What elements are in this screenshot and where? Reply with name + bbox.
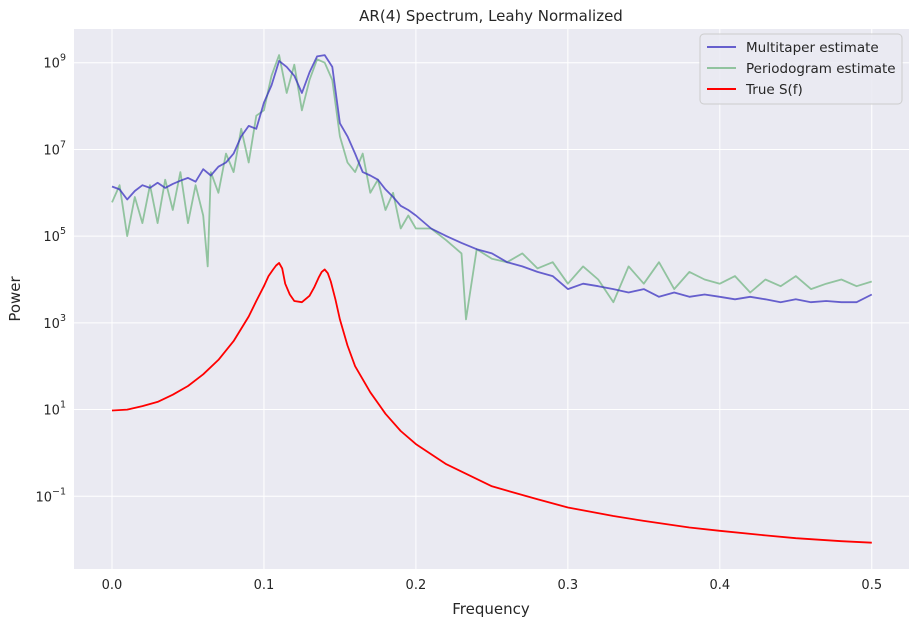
x-tick-label: 0.5 — [861, 578, 882, 593]
x-tick-label: 0.3 — [558, 578, 579, 593]
legend-label-multitaper: Multitaper estimate — [746, 40, 879, 56]
series-layer — [111, 54, 873, 544]
x-axis-title: Frequency — [452, 600, 530, 618]
y-tick-label: 10−1 — [35, 486, 66, 505]
y-tick-label: 105 — [43, 226, 66, 245]
legend-label-true-sf: True S(f) — [745, 82, 803, 98]
y-tick-label: 109 — [43, 53, 66, 72]
y-tick-label: 103 — [43, 313, 66, 332]
y-tick-label: 107 — [43, 139, 66, 158]
x-tick-label: 0.2 — [406, 578, 427, 593]
plot-background — [74, 29, 909, 569]
legend-box — [699, 33, 903, 105]
chart-title: AR(4) Spectrum, Leahy Normalized — [359, 7, 623, 25]
series-line-multitaper-estimate — [111, 54, 873, 304]
legend-label-periodogram: Periodogram estimate — [746, 61, 896, 77]
y-axis: 10−1 101 103 105 107 109 — [35, 53, 66, 506]
series-line-true-s-f — [111, 262, 872, 544]
x-tick-label: 0.1 — [254, 578, 275, 593]
grid — [74, 29, 909, 569]
y-tick-label: 101 — [43, 400, 66, 419]
x-tick-label: 0.4 — [709, 578, 730, 593]
legend: Multitaper estimate Periodogram estimate… — [699, 33, 903, 105]
x-axis: 0.0 0.1 0.2 0.3 0.4 0.5 — [102, 578, 882, 593]
y-axis-title: Power — [6, 275, 24, 321]
x-tick-label: 0.0 — [102, 578, 123, 593]
